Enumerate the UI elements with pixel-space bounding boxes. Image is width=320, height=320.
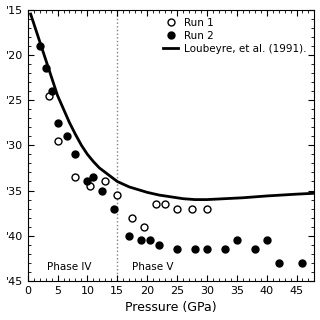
Text: Phase V: Phase V [132, 262, 174, 272]
Legend: Run 1, Run 2, Loubeyre, et al. (1991).: Run 1, Run 2, Loubeyre, et al. (1991). [160, 15, 309, 57]
X-axis label: Pressure (GPa): Pressure (GPa) [125, 301, 217, 315]
Text: Phase IV: Phase IV [47, 262, 92, 272]
